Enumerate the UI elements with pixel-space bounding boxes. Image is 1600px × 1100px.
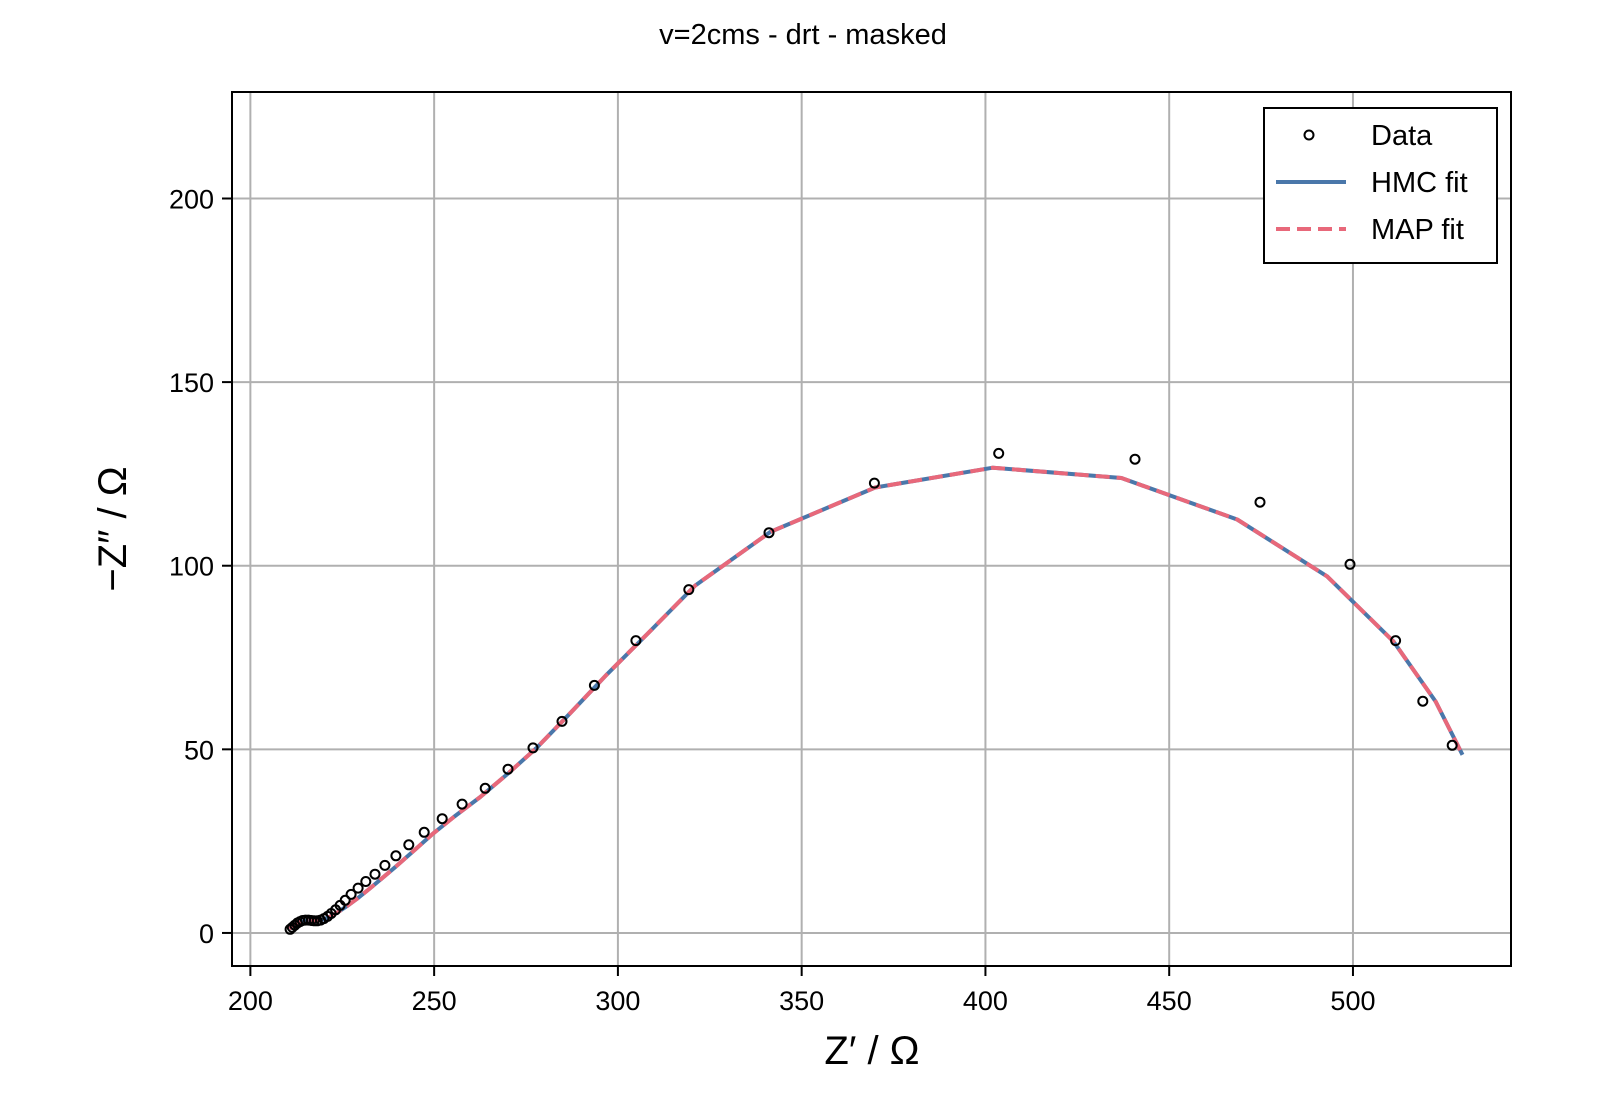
data-point: [1254, 496, 1266, 508]
data-point: [527, 742, 539, 754]
data-point: [379, 859, 391, 871]
data-points: [284, 447, 1458, 935]
data-point: [369, 868, 381, 880]
data-point: [345, 888, 357, 900]
data-point: [868, 477, 880, 489]
y-tick-label: 0: [199, 919, 214, 949]
data-point: [352, 882, 364, 894]
data-point: [993, 447, 1005, 459]
axis-ticks: 200 250 300 350 400 450 500 0 50 100 150 200: [169, 184, 1376, 1016]
y-tick-label: 200: [169, 184, 214, 214]
legend-hmc-label: HMC fit: [1371, 167, 1468, 199]
data-point: [360, 876, 372, 887]
x-axis-title: Z′ / Ω: [824, 1029, 919, 1073]
data-point: [390, 850, 402, 862]
map-fit-line: [288, 465, 1465, 931]
y-tick-label: 50: [184, 735, 214, 765]
data-point: [763, 527, 775, 539]
x-tick-label: 500: [1330, 986, 1375, 1016]
data-point: [418, 826, 430, 838]
legend-box: [1263, 107, 1498, 264]
data-point: [1129, 453, 1141, 465]
fit-curves: [288, 465, 1465, 931]
legend-data-label: Data: [1371, 120, 1433, 152]
data-point: [1344, 558, 1356, 570]
data-point: [403, 839, 415, 851]
legend: Data HMC fit MAP fit: [1263, 107, 1498, 264]
data-point: [479, 782, 491, 794]
legend-data-marker: [1303, 129, 1315, 141]
x-tick-label: 200: [228, 986, 273, 1016]
data-point: [1390, 635, 1402, 647]
data-point: [1446, 739, 1458, 751]
legend-map-label: MAP fit: [1371, 214, 1464, 246]
x-tick-label: 400: [963, 986, 1008, 1016]
plot-frame: [231, 91, 1512, 967]
x-tick-label: 350: [779, 986, 824, 1016]
chart-title: v=2cms - drt - masked: [659, 19, 947, 51]
data-point: [556, 715, 568, 727]
data-point: [339, 894, 351, 906]
data-point: [456, 798, 468, 810]
y-axis-title: −Z″ / Ω: [91, 466, 135, 591]
x-tick-label: 250: [412, 986, 457, 1016]
data-point: [1417, 695, 1429, 707]
data-point: [588, 679, 600, 691]
data-point: [502, 763, 514, 775]
grid-lines: [232, 92, 1511, 966]
x-tick-label: 300: [595, 986, 640, 1016]
hmc-fit-line: [288, 465, 1465, 931]
y-tick-label: 150: [169, 368, 214, 398]
data-point: [683, 584, 695, 596]
y-tick-label: 100: [169, 552, 214, 582]
data-point: [436, 813, 448, 825]
data-point: [630, 635, 642, 647]
x-tick-label: 450: [1147, 986, 1192, 1016]
